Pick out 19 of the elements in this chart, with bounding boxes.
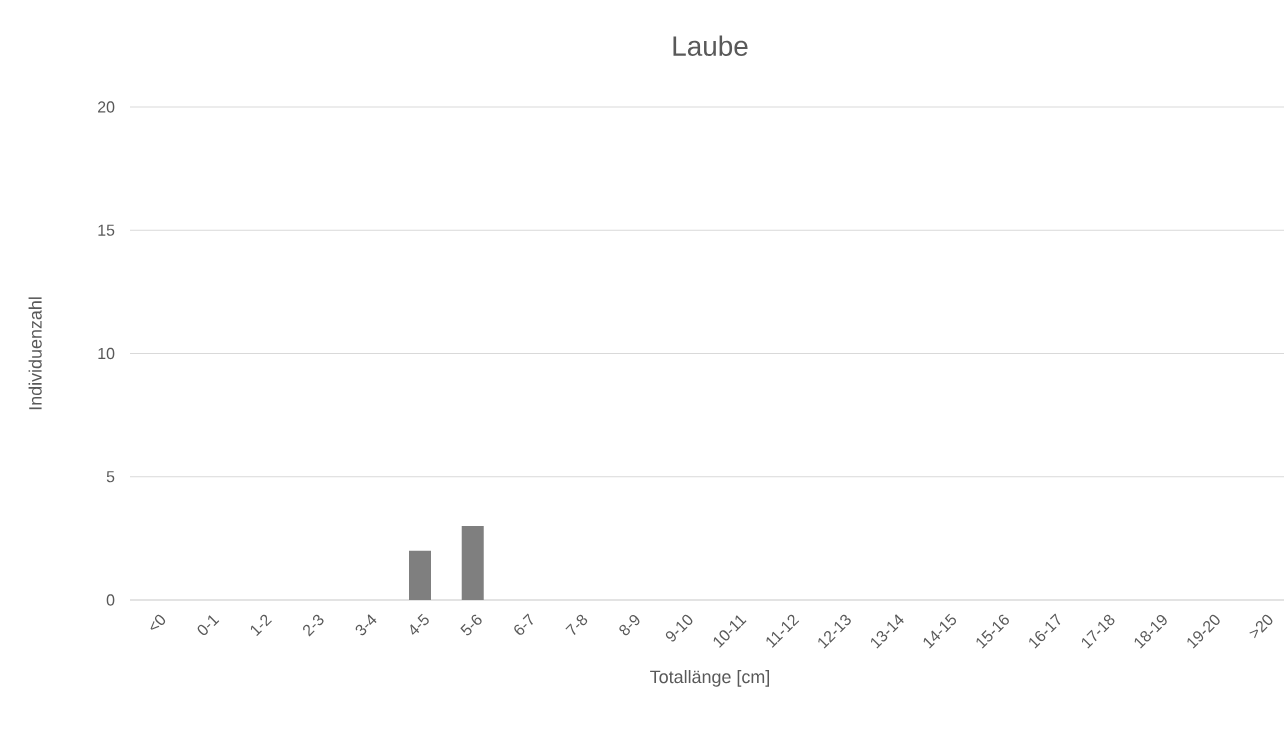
x-tick-label: 6-7 (514, 613, 533, 635)
y-tick-label: 0 (106, 594, 115, 606)
y-tick-label: 10 (98, 347, 115, 360)
x-tick-label: <0 (150, 614, 166, 630)
x-axis-title: Totallänge [cm] (650, 670, 770, 687)
x-tick-label: 3-4 (355, 614, 377, 636)
y-tick-label: 5 (106, 471, 115, 483)
y-tick-label: 15 (98, 224, 115, 236)
x-tick-label: >20 (1249, 614, 1273, 639)
y-tick-label: 20 (98, 101, 115, 113)
y-axis-title: Individuenzahl (28, 297, 42, 410)
x-tick-label: 8-9 (619, 614, 640, 636)
chart-title: Laube (673, 35, 748, 57)
x-tick-label: 1-2 (250, 614, 272, 637)
x-tick-label: 5-6 (460, 614, 482, 636)
x-tick-label: 0-1 (197, 615, 220, 636)
x-tick-label: 2-3 (303, 614, 324, 637)
x-tick-label: 7-8 (565, 614, 588, 635)
x-tick-label: 4-5 (410, 613, 429, 635)
